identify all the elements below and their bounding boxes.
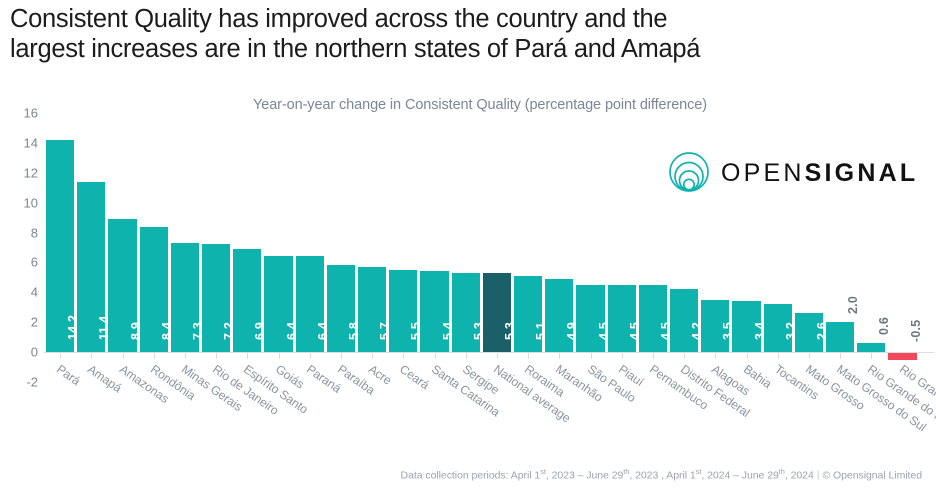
- bar[interactable]: [451, 272, 480, 352]
- chart-subtitle: Year-on-year change in Consistent Qualit…: [253, 97, 707, 113]
- logo-word-signal: SIGNAL: [804, 158, 919, 187]
- x-axis-tick: [60, 352, 62, 359]
- footnote-mid-2: , 2023 , April 1: [629, 469, 696, 481]
- bar[interactable]: [826, 322, 855, 352]
- bar[interactable]: [326, 265, 355, 352]
- x-axis-tick: [247, 352, 249, 359]
- x-axis-tick: [840, 352, 842, 359]
- bar[interactable]: [514, 275, 543, 352]
- x-axis-tick: [403, 352, 405, 359]
- x-axis-tick: [372, 352, 374, 359]
- footnote-separator: |: [816, 469, 820, 481]
- bar[interactable]: [202, 244, 231, 352]
- footnote-copyright: © Opensignal Limited: [822, 469, 922, 481]
- y-axis-tick-label: 16: [23, 105, 38, 121]
- x-axis-tick: [746, 352, 748, 359]
- x-axis-tick: [871, 352, 873, 359]
- x-axis-tick: [91, 352, 93, 359]
- x-axis-tick: [684, 352, 686, 359]
- y-axis-tick-label: 14: [23, 135, 38, 151]
- bar[interactable]: [139, 226, 168, 352]
- bar[interactable]: [358, 266, 387, 352]
- bar[interactable]: [576, 284, 605, 352]
- x-axis-tick: [496, 352, 498, 359]
- zero-baseline: [44, 352, 934, 353]
- footnote-sup-4: th: [778, 466, 785, 476]
- x-axis-category-label: Ceará: [397, 362, 433, 393]
- opensignal-logo: OPENSIGNAL: [668, 152, 918, 194]
- x-axis-tick: [184, 352, 186, 359]
- y-axis-tick-label: 6: [30, 254, 38, 270]
- bar[interactable]: [264, 256, 293, 352]
- x-axis-tick: [434, 352, 436, 359]
- x-axis-tick: [153, 352, 155, 359]
- x-axis-tick: [340, 352, 342, 359]
- opensignal-concentric-circles-icon: [668, 152, 710, 194]
- bar[interactable]: [295, 256, 324, 352]
- bar[interactable]: [46, 139, 75, 352]
- bar[interactable]: [233, 248, 262, 352]
- x-axis-tick: [652, 352, 654, 359]
- bar[interactable]: [670, 289, 699, 352]
- y-axis-tick-label: 8: [30, 225, 38, 240]
- bar[interactable]: [794, 313, 823, 352]
- footnote-mid-1: , 2023 – June 29: [545, 469, 624, 481]
- y-axis-tick-label: 2: [30, 314, 38, 330]
- logo-word-open: OPEN: [721, 158, 805, 187]
- footnote-mid-3: , 2024 – June 29: [701, 469, 779, 481]
- bar[interactable]: [857, 343, 886, 352]
- footnote-sup-2: th: [623, 466, 630, 476]
- bar[interactable]: [482, 272, 511, 352]
- bar[interactable]: [732, 301, 761, 352]
- bar[interactable]: [389, 269, 418, 352]
- bar[interactable]: [701, 299, 730, 352]
- y-axis-tick-label: 10: [23, 195, 38, 211]
- x-axis-tick: [122, 352, 124, 359]
- x-axis-tick: [465, 352, 467, 359]
- x-axis-tick: [590, 352, 592, 359]
- page-title-line-2: largest increases are in the northern st…: [10, 35, 701, 63]
- y-axis-tick-label: 0: [30, 344, 38, 360]
- footnote-sup-1: st: [540, 466, 546, 476]
- footnote: Data collection periods: April 1st, 2023…: [400, 466, 923, 482]
- bar[interactable]: [763, 304, 792, 352]
- bar[interactable]: [888, 353, 917, 361]
- bar-value-label: 2.0: [846, 296, 861, 315]
- x-axis-category-label: Amapá: [85, 362, 125, 396]
- bar[interactable]: [545, 278, 574, 352]
- x-axis-tick: [278, 352, 280, 359]
- y-axis-tick-label: 12: [23, 165, 38, 181]
- page-title: Consistent Quality has improved across t…: [10, 4, 910, 64]
- bar[interactable]: [170, 242, 199, 352]
- bar-value-label: 0.6: [877, 317, 892, 336]
- x-axis-category-label: Paraná: [303, 362, 344, 396]
- x-axis-tick: [216, 352, 218, 359]
- footnote-prefix: Data collection periods: April 1: [400, 469, 541, 481]
- bar[interactable]: [607, 284, 636, 352]
- x-axis-tick: [528, 352, 530, 359]
- x-axis-tick: [808, 352, 810, 359]
- x-axis-tick: [777, 352, 779, 359]
- y-axis-tick-label: 4: [30, 284, 38, 300]
- bar[interactable]: [108, 219, 137, 352]
- bar[interactable]: [77, 181, 106, 352]
- x-axis-tick: [309, 352, 311, 359]
- footnote-mid-4: , 2024: [784, 469, 814, 481]
- x-axis-category-label: Pará: [54, 362, 83, 389]
- x-axis-tick: [715, 352, 717, 359]
- x-axis-tick: [559, 352, 561, 359]
- footnote-sup-3: st: [695, 466, 702, 476]
- bar[interactable]: [420, 271, 449, 352]
- y-axis-tick-label: -2: [26, 374, 38, 390]
- bar-value-label: -0.5: [908, 319, 923, 342]
- bar[interactable]: [638, 284, 667, 352]
- page-title-line-1: Consistent Quality has improved across t…: [10, 5, 668, 33]
- opensignal-wordmark: OPENSIGNAL: [721, 158, 919, 187]
- x-axis-tick: [621, 352, 623, 359]
